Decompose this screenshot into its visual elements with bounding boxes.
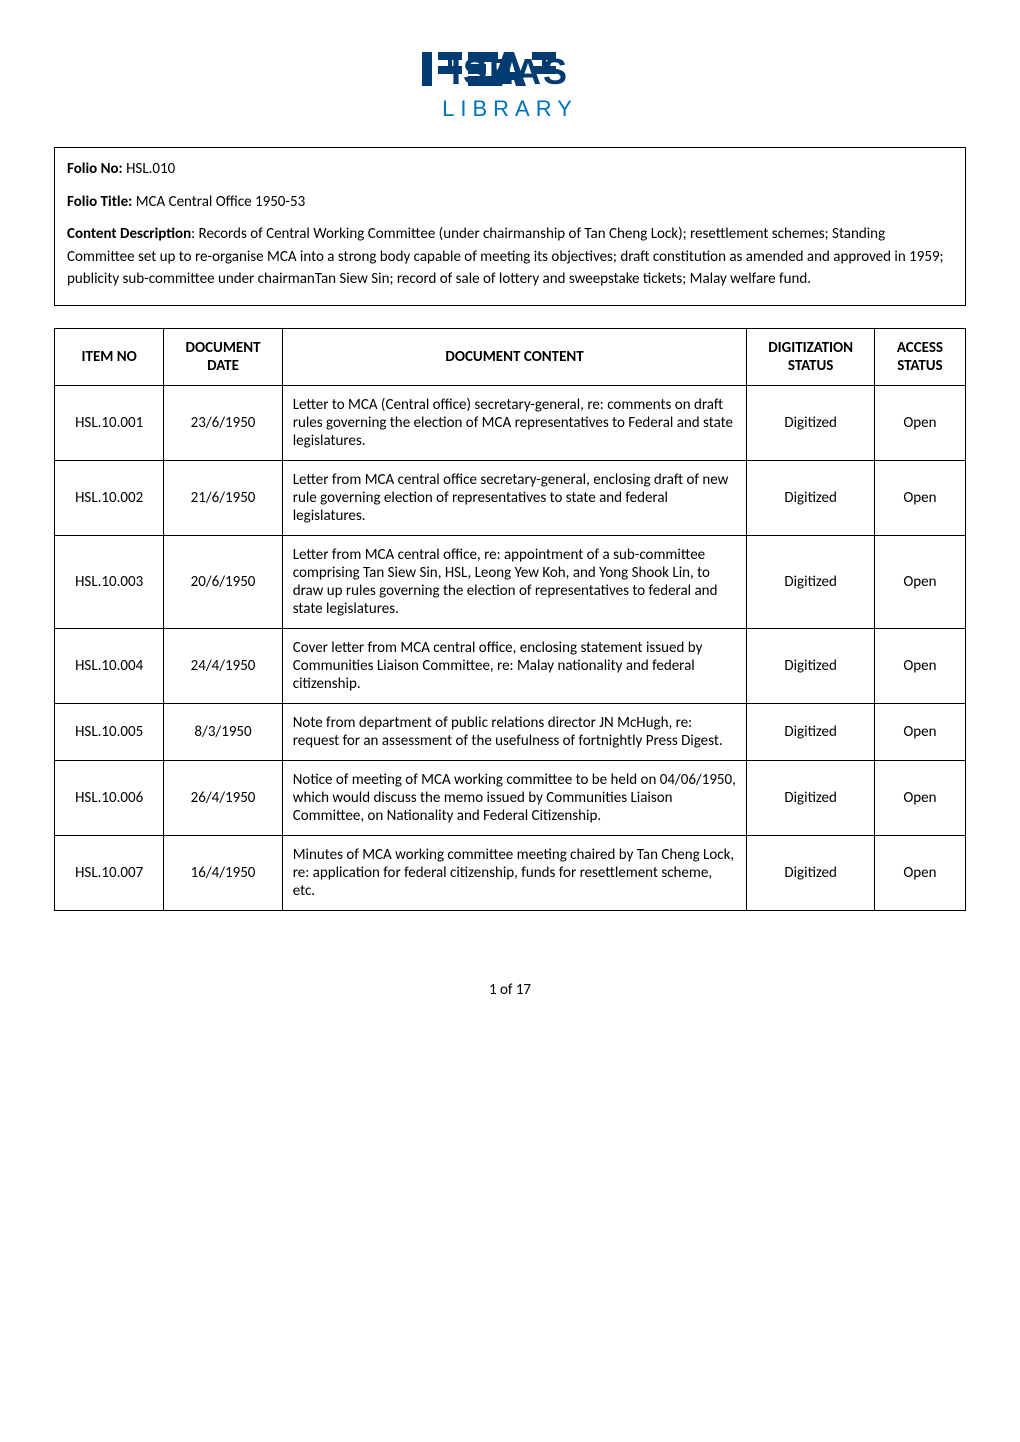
cell-access: Open (874, 535, 965, 628)
folio-title-label: Folio Title: (67, 193, 132, 211)
cell-digitization: Digitized (747, 535, 875, 628)
cell-item: HSL.10.005 (55, 703, 164, 760)
col-header-item: ITEM NO (55, 328, 164, 385)
folio-no-label: Folio No: (67, 160, 123, 178)
col-header-access: ACCESS STATUS (874, 328, 965, 385)
cell-item: HSL.10.002 (55, 460, 164, 535)
folio-no-value: HSL.010 (126, 160, 175, 178)
cell-access: Open (874, 385, 965, 460)
cell-date: 16/4/1950 (164, 835, 282, 910)
cell-digitization: Digitized (747, 460, 875, 535)
cell-digitization: Digitized (747, 385, 875, 460)
table-row: HSL.10.004 24/4/1950 Cover letter from M… (55, 628, 966, 703)
col-header-date: DOCUMENT DATE (164, 328, 282, 385)
cell-date: 21/6/1950 (164, 460, 282, 535)
cell-content: Note from department of public relations… (282, 703, 747, 760)
cell-digitization: Digitized (747, 760, 875, 835)
page-footer: 1 of 17 (54, 981, 966, 999)
folio-title-line: Folio Title: MCA Central Office 1950-53 (67, 191, 953, 214)
table-row: HSL.10.003 20/6/1950 Letter from MCA cen… (55, 535, 966, 628)
cell-content: Cover letter from MCA central office, en… (282, 628, 747, 703)
content-desc-label: Content Description (67, 225, 191, 243)
cell-date: 20/6/1950 (164, 535, 282, 628)
cell-date: 23/6/1950 (164, 385, 282, 460)
col-header-content: DOCUMENT CONTENT (282, 328, 747, 385)
cell-access: Open (874, 460, 965, 535)
cell-access: Open (874, 628, 965, 703)
cell-date: 26/4/1950 (164, 760, 282, 835)
table-row: HSL.10.005 8/3/1950 Note from department… (55, 703, 966, 760)
cell-content: Letter from MCA central office secretary… (282, 460, 747, 535)
logo-library-text: LIBRARY (442, 96, 578, 121)
cell-date: 24/4/1950 (164, 628, 282, 703)
cell-item: HSL.10.001 (55, 385, 164, 460)
cell-digitization: Digitized (747, 628, 875, 703)
folio-title-value: MCA Central Office 1950-53 (136, 193, 306, 211)
table-row: HSL.10.002 21/6/1950 Letter from MCA cen… (55, 460, 966, 535)
cell-item: HSL.10.006 (55, 760, 164, 835)
table-row: HSL.10.006 26/4/1950 Notice of meeting o… (55, 760, 966, 835)
content-desc-value: : Records of Central Working Committee (… (67, 225, 944, 288)
cell-item: HSL.10.003 (55, 535, 164, 628)
folio-no-line: Folio No: HSL.010 (67, 158, 953, 181)
cell-item: HSL.10.004 (55, 628, 164, 703)
logo-block: ISEAS LIBRARY (54, 48, 966, 129)
table-row: HSL.10.007 16/4/1950 Minutes of MCA work… (55, 835, 966, 910)
cell-content: Minutes of MCA working committee meeting… (282, 835, 747, 910)
table-row: HSL.10.001 23/6/1950 Letter to MCA (Cent… (55, 385, 966, 460)
table-header-row: ITEM NO DOCUMENT DATE DOCUMENT CONTENT D… (55, 328, 966, 385)
cell-digitization: Digitized (747, 835, 875, 910)
iseas-logo-svg: ISEAS LIBRARY (420, 48, 600, 124)
cell-item: HSL.10.007 (55, 835, 164, 910)
metadata-box: Folio No: HSL.010 Folio Title: MCA Centr… (54, 147, 966, 306)
col-header-digitization: DIGITIZATION STATUS (747, 328, 875, 385)
cell-content: Letter from MCA central office, re: appo… (282, 535, 747, 628)
cell-access: Open (874, 760, 965, 835)
cell-content: Notice of meeting of MCA working committ… (282, 760, 747, 835)
documents-table: ITEM NO DOCUMENT DATE DOCUMENT CONTENT D… (54, 328, 966, 911)
cell-access: Open (874, 835, 965, 910)
cell-content: Letter to MCA (Central office) secretary… (282, 385, 747, 460)
cell-digitization: Digitized (747, 703, 875, 760)
cell-date: 8/3/1950 (164, 703, 282, 760)
content-desc-line: Content Description: Records of Central … (67, 223, 953, 291)
table-body: HSL.10.001 23/6/1950 Letter to MCA (Cent… (55, 385, 966, 910)
cell-access: Open (874, 703, 965, 760)
